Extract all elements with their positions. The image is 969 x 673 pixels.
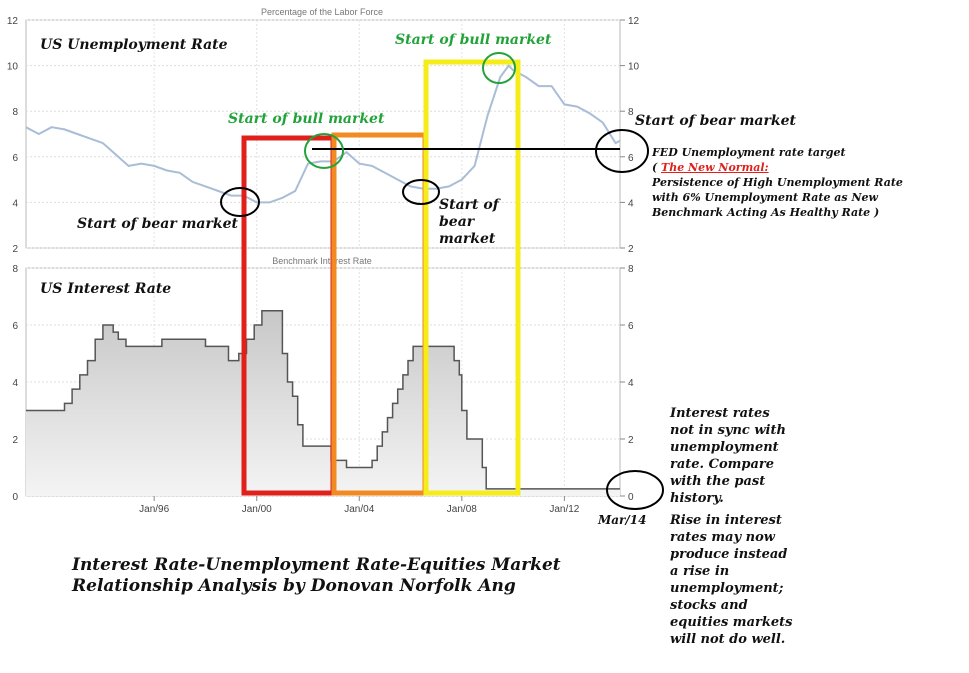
x-axis-ticks: Jan/96 Jan/00 Jan/04 Jan/08 Jan/12: [139, 496, 580, 515]
bear-market-label-right: Start of bear market: [635, 113, 796, 129]
fed-note-line-5: Benchmark Acting As Healthy Rate ): [652, 206, 880, 219]
y-tick-label-right: 8: [628, 107, 634, 118]
interest-series-area: [26, 310, 620, 496]
end-date-label: Mar/14: [598, 513, 647, 527]
y-tick-label-right: 6: [628, 153, 634, 164]
x-tick-label: Jan/04: [344, 504, 374, 515]
rise-note-line: rates may now: [670, 530, 775, 545]
fed-note-line-2: ( The New Normal:: [652, 160, 903, 175]
x-tick-label: Jan/12: [549, 504, 579, 515]
y-tick-label-left: 0: [12, 492, 18, 503]
y-tick-label-right: 12: [628, 16, 640, 27]
rise-note: Rise in interest rates may now produce i…: [670, 512, 792, 648]
rise-note-line: stocks and: [670, 598, 748, 613]
y-tick-label-right: 4: [628, 198, 634, 209]
main-title-line-1: Interest Rate-Unemployment Rate-Equities…: [72, 555, 561, 575]
unemployment-label: US Unemployment Rate: [40, 37, 228, 53]
main-title-line-2: Relationship Analysis by Donovan Norfolk…: [72, 576, 516, 596]
bull-market-label-2: Start of bull market: [395, 32, 552, 48]
y-tick-label-right: 8: [628, 264, 634, 275]
y-tick-label-right: 0: [628, 492, 634, 503]
y-tick-label-right: 2: [628, 244, 634, 255]
sync-note-line: history.: [670, 491, 724, 506]
sync-note-line: with the past: [670, 474, 766, 489]
fed-target-circle: [595, 129, 649, 173]
bear-mid-line-1: Start of: [439, 197, 499, 213]
sync-note-line: not in sync with: [670, 423, 786, 438]
fed-note-open-paren: (: [652, 161, 662, 174]
y-tick-label-left: 12: [7, 16, 19, 27]
bear-market-label-left: Start of bear market: [77, 216, 238, 232]
bull-market-label-1: Start of bull market: [228, 111, 385, 127]
new-normal-label: The New Normal:: [661, 161, 769, 174]
y-tick-label-left: 6: [12, 153, 18, 164]
fed-note-line-3: Persistence of High Unemployment Rate: [652, 176, 903, 189]
fed-target-note: FED Unemployment rate target ( The New N…: [652, 145, 903, 220]
interest-y-ticks: 0 0 2 2 4 4 6 6 8 8: [12, 264, 634, 503]
interest-title: Benchmark Interest Rate: [272, 256, 372, 266]
y-tick-label-right: 10: [628, 62, 640, 73]
rise-note-line: equities markets: [670, 615, 793, 630]
x-tick-label: Jan/00: [242, 504, 272, 515]
sync-note-line: unemployment: [670, 440, 779, 455]
sync-note-line: Interest rates: [670, 406, 770, 421]
bear-mid-line-2: bear: [439, 214, 475, 230]
bear-circle-2007: [402, 179, 440, 205]
sync-note: Interest rates not in sync with unemploy…: [670, 405, 786, 507]
y-tick-label-left: 4: [12, 198, 18, 209]
sync-note-line: rate. Compare: [670, 457, 775, 472]
unemployment-y-ticks: 2 2 4 4 6 6 8 8 10 10 12 12: [7, 16, 640, 255]
y-tick-label-right: 2: [628, 435, 634, 446]
y-tick-label-left: 4: [12, 378, 18, 389]
y-tick-label-right: 4: [628, 378, 634, 389]
y-tick-label-right: 6: [628, 321, 634, 332]
y-tick-label-left: 6: [12, 321, 18, 332]
x-tick-label: Jan/08: [447, 504, 477, 515]
bull-circle-2003: [304, 133, 344, 169]
y-tick-label-left: 2: [12, 244, 18, 255]
rise-note-line: Rise in interest: [670, 513, 782, 528]
interest-series-line: [26, 310, 620, 490]
rise-note-line: will not do well.: [670, 632, 786, 647]
main-title: Interest Rate-Unemployment Rate-Equities…: [72, 555, 561, 597]
bear-market-label-mid: Start of bear market: [439, 197, 499, 248]
rise-note-line: unemployment;: [670, 581, 784, 596]
bear-circle-2000: [220, 187, 260, 217]
y-tick-label-left: 2: [12, 435, 18, 446]
y-tick-label-left: 10: [7, 62, 19, 73]
y-tick-label-left: 8: [12, 107, 18, 118]
bear-mid-line-3: market: [439, 231, 496, 247]
unemployment-title: Percentage of the Labor Force: [261, 7, 383, 17]
x-tick-label: Jan/96: [139, 504, 169, 515]
bull-circle-2009: [482, 52, 516, 84]
y-tick-label-left: 8: [12, 264, 18, 275]
interest-panel: 0 0 2 2 4 4 6 6 8 8 Benchmark Interest Rate: [12, 256, 634, 503]
interest-label: US Interest Rate: [40, 281, 172, 297]
rise-note-line: produce instead: [670, 547, 788, 562]
fed-note-line-4: with 6% Unemployment Rate as New: [652, 191, 878, 204]
rise-note-line: a rise in: [670, 564, 730, 579]
fed-note-line-1: FED Unemployment rate target: [652, 146, 846, 159]
bear-market-box-yellow: [423, 59, 521, 496]
zero-rate-circle: [606, 470, 664, 510]
